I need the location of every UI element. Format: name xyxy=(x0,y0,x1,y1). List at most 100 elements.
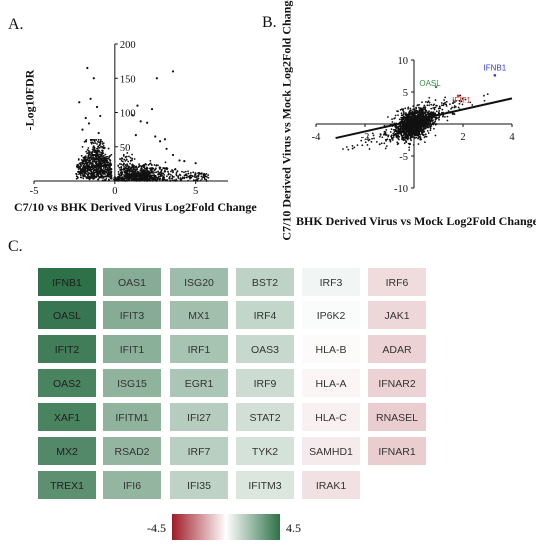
volcano-x-tick-label: -5 xyxy=(30,186,39,197)
volcano-y-tick-label: 50 xyxy=(120,143,131,154)
heatmap-gene-label: BST2 xyxy=(252,277,278,289)
heatmap-gene-label: IFIT1 xyxy=(120,344,145,356)
volcano-y-tick-label: 150 xyxy=(120,74,136,85)
heatmap-cell xyxy=(170,369,228,397)
heatmap-cell xyxy=(38,369,96,397)
heatmap-cell xyxy=(368,268,426,296)
volcano-x-tick-label: 5 xyxy=(193,186,198,197)
heatmap-cell xyxy=(103,335,161,363)
heatmap-cell xyxy=(103,268,161,296)
heatmap-gene-label: RNASEL xyxy=(376,412,418,424)
heatmap-cell xyxy=(103,437,161,465)
scatter-b-fit-line xyxy=(335,97,513,140)
heatmap-gene-label: IFNB1 xyxy=(52,277,82,289)
heatmap-gene-label: IRF3 xyxy=(320,277,343,289)
heatmap-gene-label: IFI6 xyxy=(123,480,141,492)
volcano-point xyxy=(171,70,175,73)
scatter-b-x-tick-label: -4 xyxy=(312,132,321,143)
panel-a-y-axis-title: -Log10FDR xyxy=(22,69,37,131)
heatmap-cell xyxy=(170,301,228,329)
volcano-point xyxy=(155,77,158,80)
colorbar xyxy=(172,514,280,540)
panel-b-y-axis-title: C7/10 Derived Virus vs Mock Log2Fold Cha… xyxy=(279,0,294,241)
heatmap-cell xyxy=(38,403,96,431)
panel-b-letter: B. xyxy=(262,14,277,31)
scatter-b-y-tick-label: 5 xyxy=(403,88,408,99)
heatmap-cell xyxy=(368,369,426,397)
heatmap-cell xyxy=(236,437,294,465)
heatmap-gene-label: OAS3 xyxy=(251,344,279,356)
heatmap-cell xyxy=(368,301,426,329)
heatmap-cell xyxy=(170,471,228,499)
heatmap-gene-label: HLA-C xyxy=(315,412,347,424)
heatmap-gene-label: IRF6 xyxy=(386,277,409,289)
volcano-point xyxy=(99,114,102,118)
heatmap-gene-label: HLA-A xyxy=(316,378,347,390)
volcano-point-cloud xyxy=(75,139,210,182)
panel-c-letter: C. xyxy=(8,238,23,255)
heatmap-gene-label: IFITM3 xyxy=(248,480,281,492)
volcano-point xyxy=(134,134,137,137)
heatmap-gene-label: TREX1 xyxy=(50,480,84,492)
scatter-b-point-cloud xyxy=(342,93,489,151)
heatmap-cell xyxy=(103,369,161,397)
heatmap-cell xyxy=(236,403,294,431)
scatter-b-point-label: OASL xyxy=(419,79,441,88)
scatter-b-y-tick-label: -10 xyxy=(394,184,408,195)
scatter-b-x-tick-label: 2 xyxy=(460,132,465,143)
heatmap-gene-label: IFITM1 xyxy=(115,412,148,424)
heatmap-gene-label: IRAK1 xyxy=(316,480,347,492)
heatmap-gene-label: TYK2 xyxy=(252,446,278,458)
volcano-x-tick-label: 0 xyxy=(112,186,117,197)
heatmap-gene-label: ISG20 xyxy=(184,277,214,289)
scatter-b-point-label: IFIT1 xyxy=(452,96,471,105)
heatmap-cell xyxy=(368,403,426,431)
heatmap-gene-label: ADAR xyxy=(382,344,412,356)
heatmap-cell xyxy=(38,437,96,465)
heatmap-cell xyxy=(38,335,96,363)
heatmap-gene-label: IFI35 xyxy=(187,480,211,492)
volcano-point xyxy=(78,101,81,104)
scatter-b-y-tick-label: 10 xyxy=(398,56,409,67)
heatmap-gene-label: XAF1 xyxy=(54,412,80,424)
volcano-point xyxy=(150,107,154,111)
volcano-point xyxy=(89,97,92,100)
heatmap-cell xyxy=(103,403,161,431)
heatmap-cell xyxy=(302,335,360,363)
heatmap-cell xyxy=(302,403,360,431)
scatter-b-x-tick-label: -2 xyxy=(361,132,370,143)
volcano-point xyxy=(97,131,100,135)
volcano-point xyxy=(154,135,157,138)
heatmap-gene-label: IP6K2 xyxy=(317,310,346,322)
panel-a-letter: A. xyxy=(8,16,24,33)
heatmap-cell xyxy=(103,471,161,499)
heatmap-cell xyxy=(38,268,96,296)
heatmap-cell xyxy=(38,471,96,499)
heatmap-cell xyxy=(302,437,360,465)
volcano-point xyxy=(146,121,149,124)
volcano-point xyxy=(139,120,142,123)
heatmap-gene-label: RSAD2 xyxy=(114,446,149,458)
heatmap-cell xyxy=(302,301,360,329)
heatmap-cell xyxy=(170,437,228,465)
volcano-point xyxy=(159,140,162,143)
heatmap-gene-label: EGR1 xyxy=(185,378,214,390)
volcano-point xyxy=(178,159,181,162)
heatmap-cell xyxy=(236,369,294,397)
heatmap-cell xyxy=(302,471,360,499)
heatmap-gene-label: OAS1 xyxy=(118,277,146,289)
volcano-point xyxy=(131,114,134,117)
volcano-point xyxy=(81,128,84,131)
heatmap-cell xyxy=(103,301,161,329)
heatmap-gene-label: IFIT3 xyxy=(120,310,145,322)
heatmap-gene-label: STAT2 xyxy=(249,412,280,424)
heatmap-cell xyxy=(170,335,228,363)
heatmap-cell xyxy=(236,268,294,296)
heatmap-cell xyxy=(38,301,96,329)
volcano-y-tick-label: 200 xyxy=(120,40,136,51)
volcano-point xyxy=(95,105,99,109)
scatter-b-x-tick-label: 4 xyxy=(509,132,515,143)
